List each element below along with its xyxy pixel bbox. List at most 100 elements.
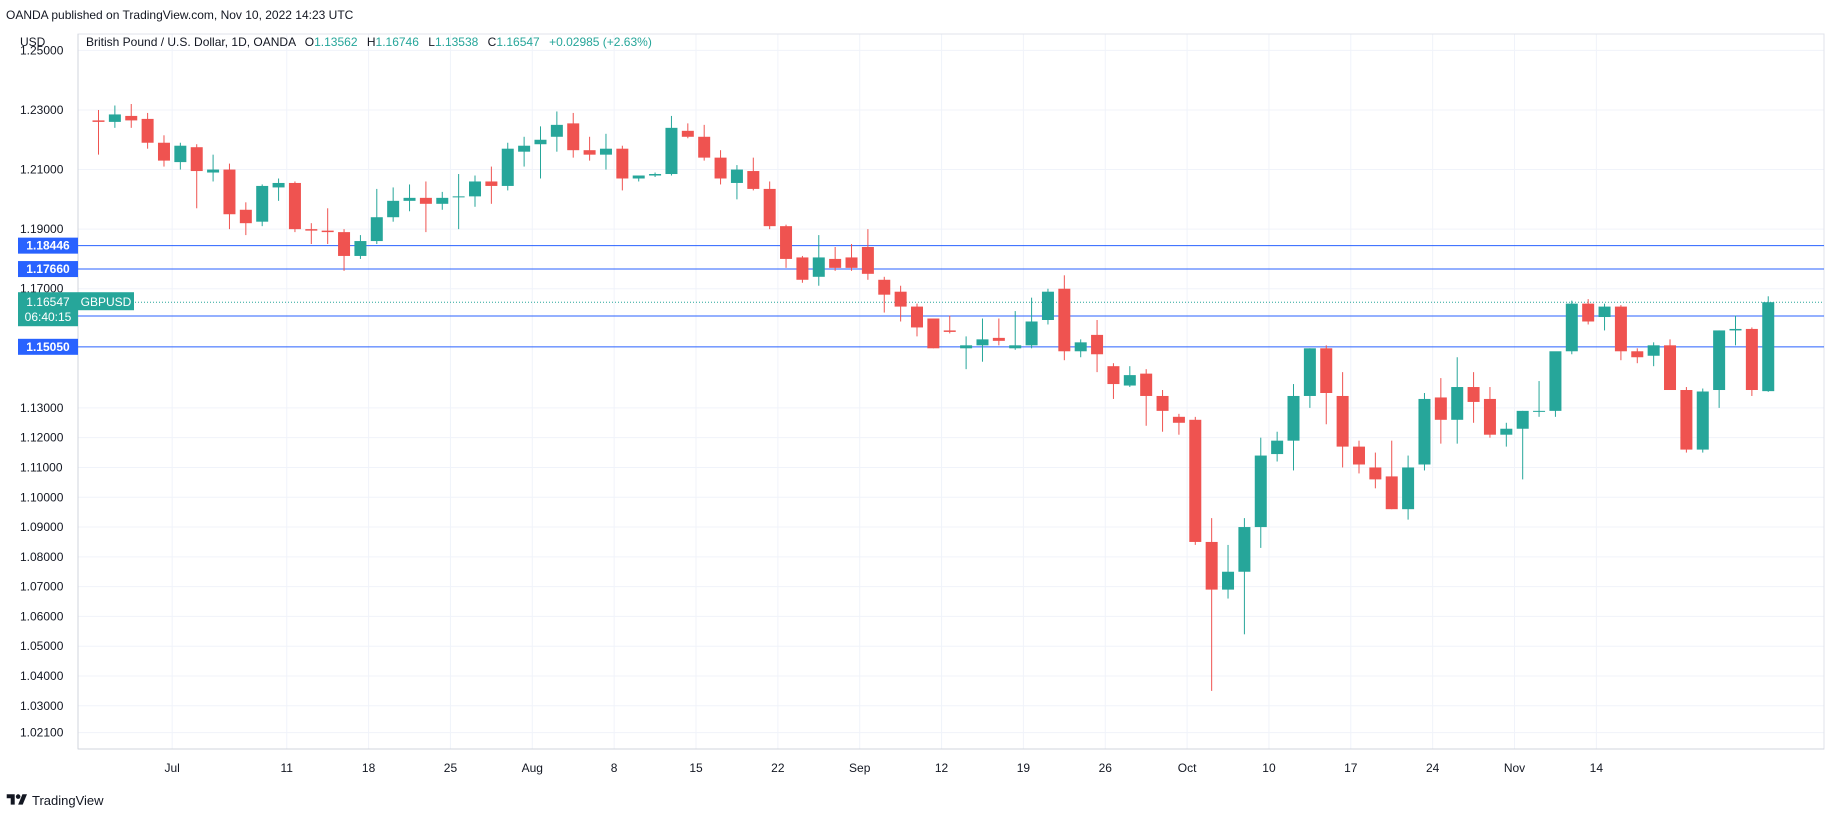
candle-body — [1041, 291, 1054, 320]
candle-body — [125, 115, 138, 121]
price-tick-label: 1.25000 — [20, 43, 64, 57]
legend-line: British Pound / U.S. Dollar, 1D, OANDA O… — [86, 35, 652, 49]
candle-body — [92, 120, 105, 122]
candle-body — [403, 197, 416, 201]
candle-body — [1516, 410, 1529, 429]
candle-body — [1058, 288, 1071, 352]
price-axis: 1.250001.230001.210001.190001.170001.130… — [20, 43, 64, 739]
symbol-badge — [78, 292, 134, 311]
candle-body — [354, 241, 367, 256]
legend-close-label: C — [488, 35, 497, 49]
legend-open-value: 1.13562 — [314, 35, 358, 49]
candle-body — [927, 318, 940, 349]
price-tick-label: 1.07000 — [20, 580, 64, 594]
candle-body — [141, 118, 154, 143]
time-tick-label: Sep — [849, 761, 871, 775]
price-badges: 1.184461.176601.160861.150501.1654706:40… — [18, 237, 134, 355]
price-tick-label: 1.19000 — [20, 222, 64, 236]
candle-body — [616, 148, 629, 179]
candle-body — [992, 337, 1005, 341]
candle-body — [861, 247, 874, 274]
published-caption: OANDA published on TradingView.com, Nov … — [6, 8, 354, 22]
candle-body — [763, 188, 776, 227]
candle-body — [1320, 348, 1333, 393]
level-price-label: 1.18446 — [26, 239, 70, 253]
candle-body — [370, 217, 383, 242]
time-tick-label: 12 — [935, 761, 949, 775]
time-tick-label: 25 — [444, 761, 458, 775]
candle-body — [387, 200, 400, 218]
candle-body — [796, 257, 809, 280]
candle-body — [1123, 375, 1136, 386]
time-tick-label: Nov — [1504, 761, 1525, 775]
candle-body — [534, 139, 547, 145]
candle-body — [1009, 345, 1022, 349]
price-tick-label: 1.12000 — [20, 431, 64, 445]
price-tick-label: 1.10000 — [20, 490, 64, 504]
candle-body — [1533, 410, 1546, 412]
candle-body — [943, 330, 956, 332]
last-price-label: 1.16547 — [26, 295, 70, 309]
footer-branding[interactable]: TradingView — [6, 792, 104, 808]
candle-body — [1729, 328, 1742, 331]
candle-body — [829, 258, 842, 268]
candle-body — [223, 169, 236, 215]
candle-body — [649, 174, 662, 176]
candle-body — [1680, 390, 1693, 450]
candle-body — [1565, 303, 1578, 352]
candle-body — [1189, 419, 1202, 542]
candle-body — [1303, 348, 1316, 396]
candle-body — [190, 147, 203, 172]
last-price-badge — [18, 292, 78, 327]
candle-body — [1713, 330, 1726, 391]
time-tick-label: Jul — [164, 761, 179, 775]
candle-body — [583, 150, 596, 155]
time-axis: Jul 11 18 25 Aug 8 15 22 Sep 12 19 26 Oct 10 17 24 Nov 14 — [164, 761, 1603, 775]
time-tick-label: 14 — [1590, 761, 1604, 775]
candle-body — [1025, 321, 1038, 346]
price-tick-label: 1.08000 — [20, 550, 64, 564]
candle-body — [1402, 467, 1415, 510]
level-price-badge — [18, 261, 78, 278]
price-tick-label: 1.02100 — [20, 726, 64, 740]
candle-body — [1172, 416, 1185, 423]
legend-high-label: H — [367, 35, 376, 49]
symbol-label: GBPUSD — [81, 295, 132, 309]
bar-countdown-label: 06:40:15 — [25, 310, 72, 324]
candle-body — [452, 196, 465, 198]
candle-body — [1467, 387, 1480, 402]
price-tick-label: 1.04000 — [20, 669, 64, 683]
candle-body — [747, 171, 760, 189]
axis-currency-label: USD — [20, 35, 46, 49]
candle-body — [780, 226, 793, 259]
candle-body — [1107, 366, 1120, 385]
time-tick-label: 17 — [1344, 761, 1358, 775]
price-tick-label: 1.13000 — [20, 401, 64, 415]
candle-body — [698, 136, 711, 158]
time-tick-label: 22 — [771, 761, 785, 775]
legend-open-label: O — [305, 35, 314, 49]
time-tick-label: Oct — [1178, 761, 1197, 775]
candles — [92, 104, 1775, 691]
price-tick-label: 1.21000 — [20, 163, 64, 177]
candle-body — [1614, 306, 1627, 352]
candle-body — [256, 185, 269, 222]
candle-body — [1696, 391, 1709, 450]
time-tick-label: 11 — [281, 761, 294, 775]
time-tick-label: 8 — [611, 761, 618, 775]
candle-body — [1483, 398, 1496, 435]
candle-body — [1238, 527, 1251, 572]
candle-body — [1598, 306, 1611, 318]
candle-body — [207, 169, 220, 173]
level-price-label: 1.17660 — [26, 262, 70, 276]
price-tick-label: 1.03000 — [20, 699, 64, 713]
legend-high-value: 1.16746 — [376, 35, 420, 49]
plot-border — [77, 33, 1825, 750]
price-tick-label: 1.06000 — [20, 609, 64, 623]
candle-body — [1091, 334, 1104, 355]
candle-body — [321, 230, 334, 233]
price-tick-label: 1.23000 — [20, 103, 64, 117]
candle-body — [174, 145, 187, 163]
candle-body — [1582, 303, 1595, 322]
